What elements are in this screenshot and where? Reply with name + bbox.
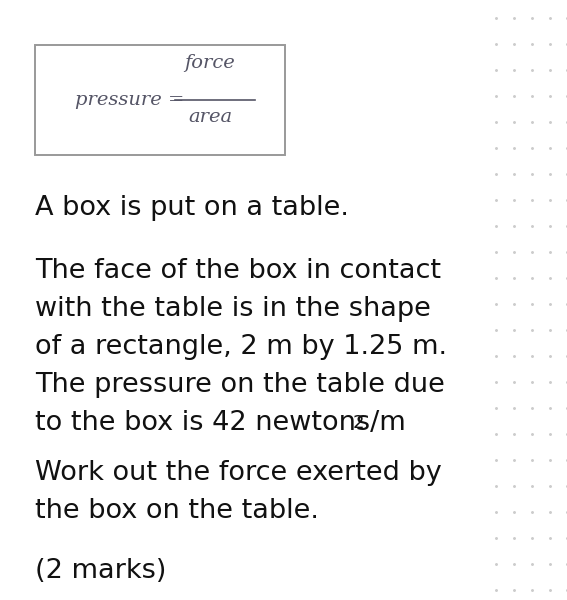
Text: The pressure on the table due: The pressure on the table due <box>35 372 445 398</box>
Text: area: area <box>188 108 232 126</box>
Text: to the box is 42 newtons/m: to the box is 42 newtons/m <box>35 410 406 436</box>
Text: force: force <box>185 54 235 72</box>
Text: the box on the table.: the box on the table. <box>35 498 319 524</box>
Text: of a rectangle, 2 m by 1.25 m.: of a rectangle, 2 m by 1.25 m. <box>35 334 447 360</box>
Text: Work out the force exerted by: Work out the force exerted by <box>35 460 442 486</box>
Text: with the table is in the shape: with the table is in the shape <box>35 296 431 322</box>
Text: 2: 2 <box>353 414 365 432</box>
Text: pressure =: pressure = <box>75 91 191 109</box>
Bar <box>35 45 285 155</box>
Text: A box is put on a table.: A box is put on a table. <box>35 195 349 221</box>
Text: (2 marks): (2 marks) <box>35 558 166 584</box>
Text: The face of the box in contact: The face of the box in contact <box>35 258 441 284</box>
